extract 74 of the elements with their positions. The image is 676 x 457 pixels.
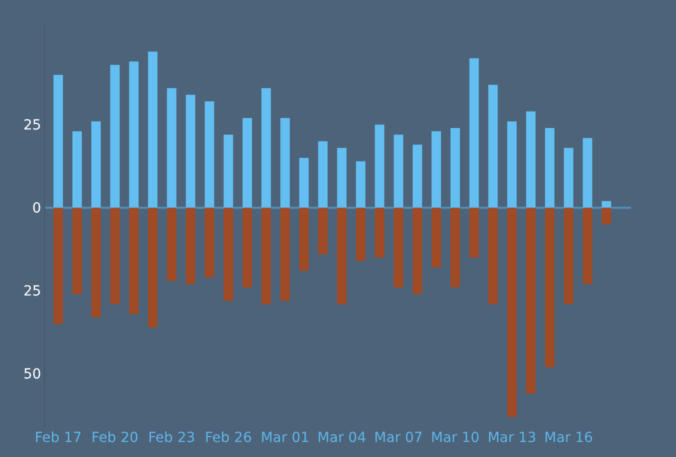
bar — [488, 84, 498, 208]
y-tick-label: 0 — [32, 200, 42, 217]
y-tick-label: 25 — [23, 118, 42, 134]
bar — [544, 128, 554, 208]
bar — [91, 121, 101, 208]
bar — [374, 208, 384, 258]
x-tick-label: Mar 07 — [374, 430, 423, 446]
bar — [526, 208, 536, 394]
bar — [72, 208, 82, 294]
bar — [394, 208, 404, 288]
bar — [318, 141, 328, 208]
bar — [204, 208, 214, 278]
bar — [544, 208, 554, 368]
x-tick-label: Feb 20 — [91, 430, 138, 446]
bar — [91, 208, 101, 318]
bar — [148, 208, 158, 328]
bar — [469, 58, 479, 208]
bar — [564, 148, 574, 208]
x-tick-label: Feb 17 — [34, 430, 82, 446]
x-tick-label: Mar 10 — [430, 430, 480, 446]
bar — [72, 131, 82, 208]
x-tick-label: Feb 23 — [148, 430, 196, 446]
x-tick-label: Mar 01 — [260, 430, 310, 446]
bar — [450, 208, 460, 288]
bar — [469, 208, 479, 258]
bar — [224, 208, 234, 301]
bar — [582, 208, 592, 284]
bar — [110, 208, 120, 304]
bar — [582, 138, 592, 208]
x-tick-label: Feb 26 — [204, 430, 252, 446]
bar — [242, 208, 252, 288]
bar — [356, 161, 366, 208]
bar — [356, 208, 366, 261]
bar — [242, 118, 252, 208]
bar — [564, 208, 574, 304]
bar — [148, 52, 158, 208]
bar — [129, 208, 139, 314]
bar — [450, 128, 460, 208]
bar — [299, 208, 309, 271]
bar — [166, 88, 176, 208]
bar — [186, 94, 196, 208]
bar — [337, 208, 347, 304]
bar — [166, 208, 176, 281]
x-tick-label: Mar 16 — [544, 430, 594, 446]
bar — [280, 118, 290, 208]
x-tick-label: Mar 13 — [488, 430, 536, 446]
bar — [602, 208, 612, 224]
bar — [110, 64, 120, 208]
x-tick-label: Mar 04 — [317, 430, 366, 446]
bar — [602, 201, 612, 208]
bar — [299, 158, 309, 208]
bar — [526, 111, 536, 208]
bar — [412, 144, 422, 208]
y-tick-label: 50 — [23, 366, 42, 383]
bar — [261, 208, 271, 304]
bar — [54, 208, 63, 324]
bar — [412, 208, 422, 294]
bar — [374, 124, 384, 208]
bar — [337, 148, 347, 208]
bar — [488, 208, 498, 304]
bar — [224, 134, 234, 208]
bar — [280, 208, 290, 301]
bar — [394, 134, 404, 208]
bar — [432, 131, 442, 208]
bar — [186, 208, 196, 284]
bar — [432, 208, 442, 268]
y-tick-label: 25 — [23, 284, 42, 300]
bar — [129, 62, 139, 208]
bar — [318, 208, 328, 254]
bar — [507, 208, 517, 418]
bar — [204, 101, 214, 208]
bar — [261, 88, 271, 208]
bar — [54, 74, 63, 208]
bar — [507, 121, 517, 208]
